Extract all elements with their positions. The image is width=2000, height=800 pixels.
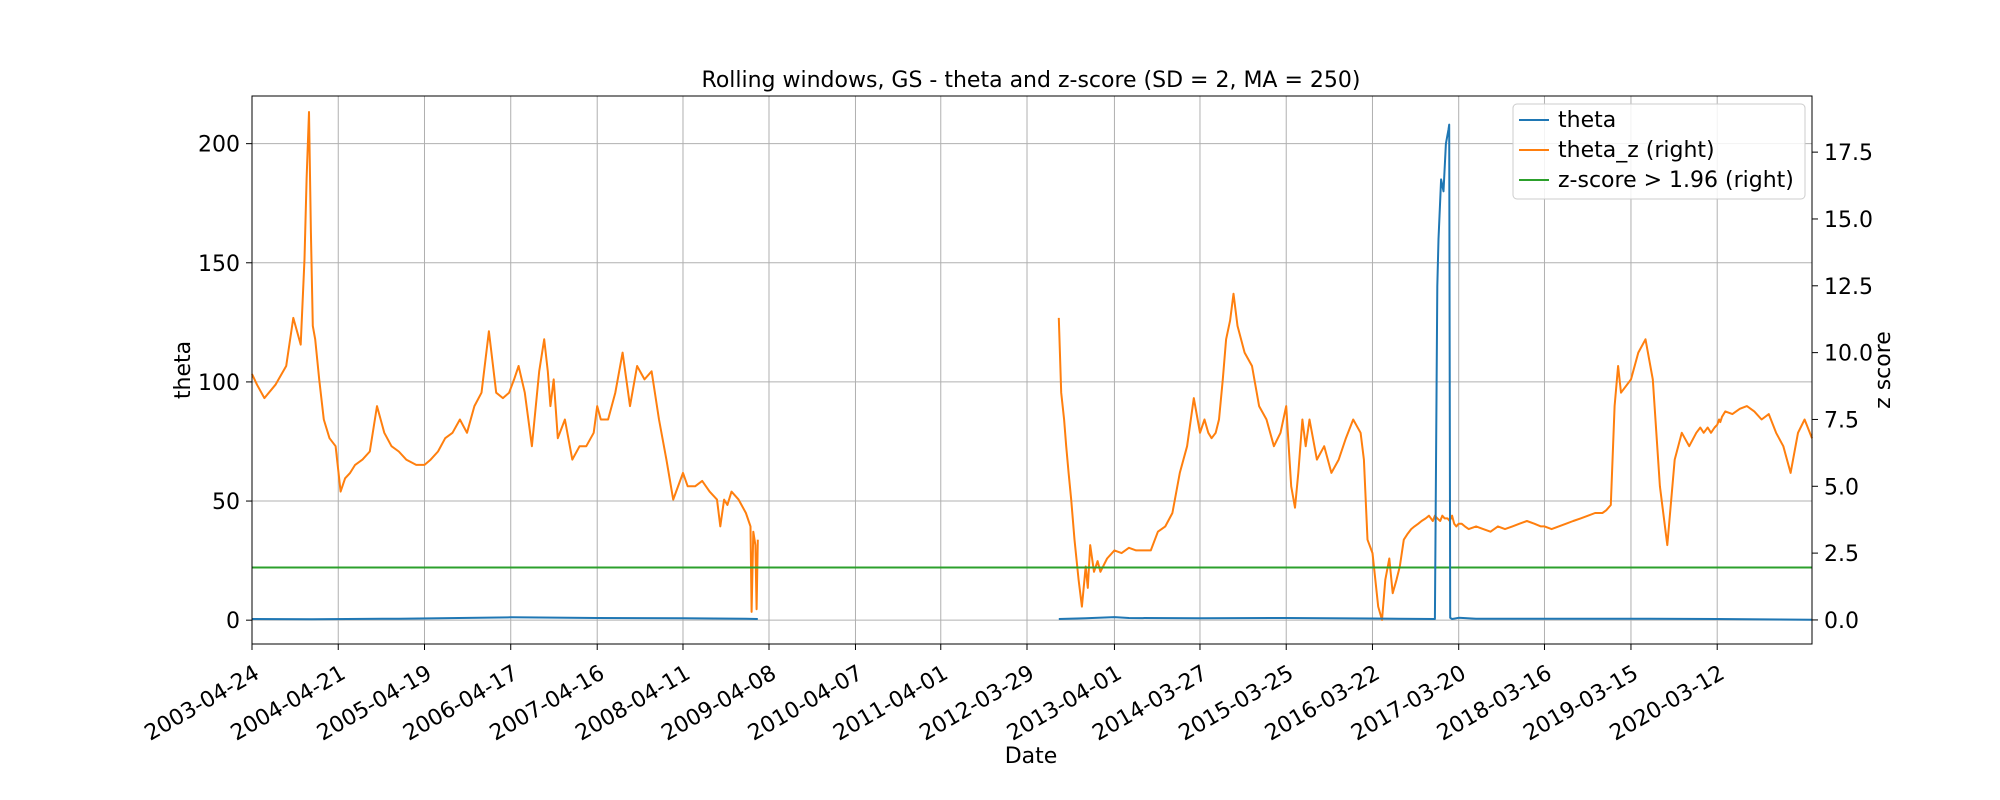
series-theta xyxy=(251,616,758,621)
series-theta xyxy=(1058,123,1813,621)
y2-tick-label: 7.5 xyxy=(1824,408,1859,433)
y-tick-label: 200 xyxy=(198,133,240,158)
series-theta-z xyxy=(251,111,759,613)
y-axis-label: theta xyxy=(171,341,196,399)
legend-label-theta-z: theta_z (right) xyxy=(1558,138,1715,163)
y-axis-left: 0 50 100 150 200 xyxy=(198,133,252,634)
series-theta-z xyxy=(1057,292,1813,621)
chart-title: Rolling windows, GS - theta and z-score … xyxy=(702,68,1361,93)
y-tick-label: 150 xyxy=(198,252,240,277)
series-layer xyxy=(251,111,1813,621)
legend-label-theta: theta xyxy=(1558,108,1616,133)
y2-axis-label: z score xyxy=(1871,331,1896,409)
y-tick-label: 50 xyxy=(212,490,240,515)
y2-tick-label: 15.0 xyxy=(1824,208,1873,233)
x-axis: 2003-04-242004-04-212005-04-192006-04-17… xyxy=(141,644,1729,746)
y2-tick-label: 5.0 xyxy=(1824,475,1859,500)
y-axis-right: 0.0 2.5 5.0 7.5 10.0 12.5 15.0 17.5 xyxy=(1812,141,1873,634)
y2-tick-label: 17.5 xyxy=(1824,141,1873,166)
y2-tick-label: 2.5 xyxy=(1824,542,1859,567)
legend-box xyxy=(1512,103,1806,200)
y-tick-label: 0 xyxy=(226,609,240,634)
legend-label-threshold: z-score > 1.96 (right) xyxy=(1558,168,1794,193)
x-axis-label: Date xyxy=(1005,744,1058,769)
y2-tick-label: 12.5 xyxy=(1824,275,1873,300)
y-tick-label: 100 xyxy=(198,371,240,396)
plot-frame xyxy=(251,95,1813,645)
y2-tick-label: 0.0 xyxy=(1824,609,1859,634)
y2-tick-label: 10.0 xyxy=(1824,342,1873,367)
legend: theta theta_z (right) z-score > 1.96 (ri… xyxy=(1512,103,1806,200)
